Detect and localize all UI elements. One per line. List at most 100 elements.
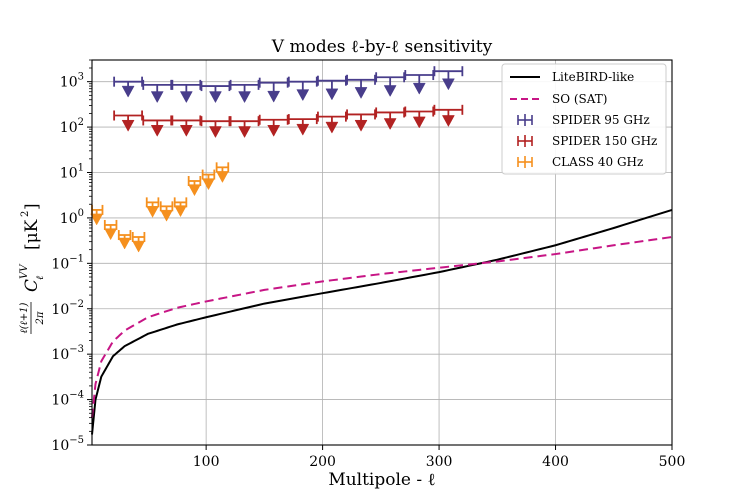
upper-limit-point-spider-150-ghz <box>433 104 464 127</box>
x-tick-label: 100 <box>193 454 220 470</box>
curves <box>91 208 673 435</box>
upper-limit-arrow <box>296 89 310 102</box>
upper-limit-arrow <box>238 126 251 139</box>
upper-limit-arrow <box>118 237 132 250</box>
upper-limit-arrow <box>104 228 118 241</box>
upper-limit-arrow <box>441 78 455 91</box>
upper-limit-point-class-40-ghz <box>117 230 132 250</box>
upper-limit-point-spider-150-ghz <box>142 115 173 137</box>
y-axis-title-frac-den: 2π <box>35 311 46 325</box>
upper-limit-point-class-40-ghz <box>145 197 160 218</box>
upper-limit-point-spider-95-ghz <box>200 81 231 104</box>
y-tick-label: 10−5 <box>51 435 84 454</box>
legend-label-class-40: CLASS 40 GHz <box>552 155 643 169</box>
upper-limit-arrow <box>121 119 135 132</box>
upper-limit-point-spider-95-ghz <box>142 79 173 104</box>
upper-limit-arrow <box>202 178 215 191</box>
legend-swatch-spider-150 <box>517 135 533 147</box>
x-axis-title: Multipole - ℓ <box>328 470 435 490</box>
y-tick-label: 10−2 <box>51 299 84 318</box>
upper-limit-point-class-40-ghz <box>103 219 118 241</box>
upper-limit-point-spider-150-ghz <box>258 114 289 137</box>
upper-limit-point-class-40-ghz <box>159 201 174 222</box>
upper-limit-point-spider-150-ghz <box>229 116 260 139</box>
x-tick-label: 200 <box>309 454 336 470</box>
upper-limit-point-spider-150-ghz <box>200 116 231 139</box>
y-axis-title-unit-close: ] <box>22 203 42 210</box>
upper-limit-arrow <box>179 91 193 104</box>
upper-limit-arrow <box>412 82 426 95</box>
legend-label-spider-95: SPIDER 95 GHz <box>552 113 650 127</box>
y-axis-title-frac-num: ℓ(ℓ+1) <box>19 302 30 333</box>
upper-limit-arrow <box>267 125 281 137</box>
upper-limit-point-spider-95-ghz <box>287 76 318 102</box>
upper-limit-arrow <box>90 213 104 226</box>
y-axis-title-sup: VV <box>19 263 30 279</box>
y-tick-label: 102 <box>60 117 84 136</box>
upper-limit-point-spider-95-ghz <box>375 72 406 97</box>
plot-frame <box>91 59 673 446</box>
legend-swatch-class-40 <box>517 156 533 168</box>
upper-limit-arrow <box>383 118 397 131</box>
upper-limit-arrow <box>354 87 368 99</box>
upper-limit-arrow <box>325 121 339 134</box>
upper-limit-point-class-40-ghz <box>215 162 230 183</box>
upper-limit-point-spider-95-ghz <box>171 79 202 104</box>
upper-limit-point-spider-150-ghz <box>287 114 318 136</box>
upper-limit-point-spider-150-ghz <box>346 109 376 132</box>
upper-limit-arrow <box>209 126 222 139</box>
y-axis-title-unit: [μK <box>22 219 42 250</box>
upper-limit-arrow <box>209 91 222 104</box>
upper-limit-arrow <box>174 205 187 218</box>
upper-limit-arrow <box>296 123 310 136</box>
upper-limit-point-class-40-ghz <box>187 175 202 197</box>
x-tick-label: 400 <box>542 454 569 470</box>
upper-limit-arrow <box>150 91 164 104</box>
upper-limit-point-spider-95-ghz <box>113 76 143 98</box>
legend-label-litebird: LiteBIRD-like <box>552 70 634 84</box>
legend-box <box>501 63 667 175</box>
upper-limit-arrow <box>325 88 339 101</box>
upper-limit-point-spider-150-ghz <box>113 110 143 132</box>
x-tick-label: 300 <box>426 454 453 470</box>
upper-limit-arrow <box>188 184 201 197</box>
upper-limit-point-spider-150-ghz <box>404 106 435 129</box>
upper-limit-point-spider-95-ghz <box>346 74 376 99</box>
curve-litebird-like <box>91 208 673 435</box>
chart-title: V modes ℓ-by-ℓ sensitivity <box>271 37 493 57</box>
legend: LiteBIRD-like SO (SAT) SPIDER 95 GHz SPI… <box>501 63 667 175</box>
y-tick-label: 100 <box>60 208 84 227</box>
upper-limit-point-spider-95-ghz <box>258 77 289 103</box>
upper-limit-point-spider-95-ghz <box>317 75 347 101</box>
x-tick-label: 500 <box>659 454 686 470</box>
upper-limit-arrow <box>441 115 455 127</box>
upper-limit-points <box>90 66 464 253</box>
upper-limit-arrow <box>412 116 426 129</box>
upper-limit-point-spider-95-ghz <box>404 70 435 95</box>
upper-limit-point-spider-150-ghz <box>375 107 406 131</box>
upper-limit-arrow <box>150 125 164 137</box>
upper-limit-arrow <box>160 209 173 222</box>
upper-limit-arrow <box>354 119 368 132</box>
upper-limit-arrow <box>267 90 281 103</box>
upper-limit-arrow <box>132 240 146 253</box>
upper-limit-arrow <box>238 91 251 104</box>
y-tick-label: 101 <box>60 163 84 182</box>
upper-limit-arrow <box>121 85 135 98</box>
upper-limit-point-class-40-ghz <box>201 169 216 191</box>
y-axis-title-symbol: C <box>22 279 42 292</box>
y-tick-label: 10−3 <box>51 344 84 363</box>
upper-limit-point-spider-95-ghz <box>229 79 260 104</box>
upper-limit-point-class-40-ghz <box>131 232 146 253</box>
upper-limit-point-spider-95-ghz <box>433 66 464 91</box>
upper-limit-point-spider-150-ghz <box>171 115 202 137</box>
upper-limit-point-class-40-ghz <box>173 197 188 218</box>
upper-limit-arrow <box>216 171 229 183</box>
upper-limit-arrow <box>383 85 397 97</box>
y-tick-label: 10−4 <box>51 390 84 409</box>
curve-so-sat <box>91 236 673 418</box>
upper-limit-point-spider-150-ghz <box>317 111 347 134</box>
legend-swatch-spider-95 <box>517 114 533 126</box>
y-tick-label: 103 <box>60 72 84 91</box>
